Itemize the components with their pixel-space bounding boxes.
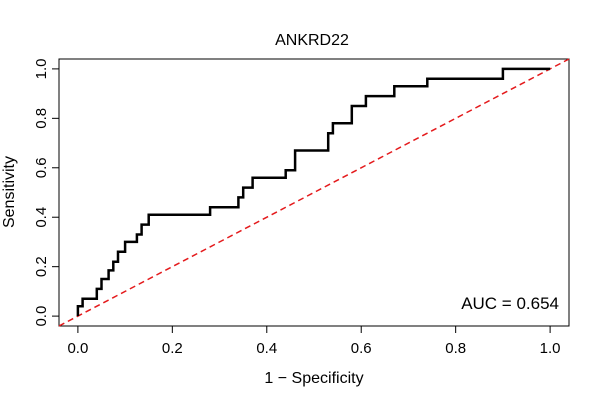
x-tick-label: 0.8 [445,340,466,357]
x-tick-label: 0.0 [67,340,88,357]
x-tick-label: 0.4 [256,340,277,357]
y-tick-label: 1.0 [33,58,50,79]
y-axis: 0.0 0.2 0.4 0.6 0.8 1.0 [33,58,60,327]
roc-curve-line [76,67,551,317]
x-tick-label: 0.6 [351,340,372,357]
y-tick-label: 0.0 [33,306,50,327]
reference-diagonal-line [58,58,570,327]
series-layer [58,58,570,327]
x-tick-label: 1.0 [540,340,561,357]
x-axis: 0.0 0.2 0.4 0.6 0.8 1.0 [67,325,561,357]
y-tick-label: 0.2 [33,256,50,277]
y-axis-label: Sensitivity [1,156,18,228]
y-tick-label: 0.6 [33,157,50,178]
plot-frame [58,58,570,327]
y-tick-label: 0.4 [33,207,50,228]
x-tick-label: 0.2 [162,340,183,357]
chart-title: ANKRD22 [275,32,349,49]
y-tick-label: 0.8 [33,108,50,129]
auc-annotation: AUC = 0.654 [461,294,559,313]
x-axis-label: 1 − Specificity [264,370,363,387]
